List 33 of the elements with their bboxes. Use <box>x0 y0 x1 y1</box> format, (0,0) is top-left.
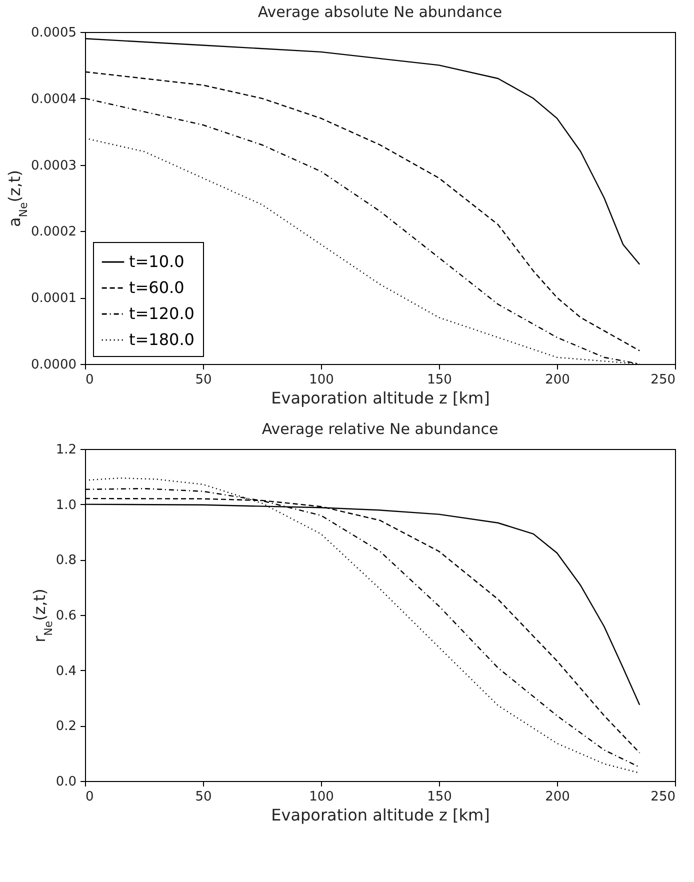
y-tick-label: 1.2 <box>56 442 76 458</box>
y-tick-label: 0.4 <box>56 664 76 679</box>
y-tick-label: 0.0004 <box>31 92 76 107</box>
x-tick-label: 200 <box>545 372 570 388</box>
legend-label: t=60.0 <box>129 278 184 297</box>
chart-title: Average relative Ne abundance <box>262 420 498 438</box>
chart-title: Average absolute Ne abundance <box>258 3 502 21</box>
x-tick-label: 250 <box>650 790 676 804</box>
x-tick-label: 150 <box>427 372 452 388</box>
x-tick-label: 50 <box>195 372 212 388</box>
x-axis-title: Evaporation altitude z [km] <box>271 806 490 824</box>
y-tick-label: 1.0 <box>56 498 76 513</box>
y-tick-label: 0.0001 <box>31 291 76 306</box>
y-tick-label: 0.0002 <box>31 224 76 240</box>
y-tick-label: 0.8 <box>56 553 76 568</box>
legend-label: t=180.0 <box>129 330 194 349</box>
y-tick-label: 0.0000 <box>31 358 76 372</box>
legend-label: t=120.0 <box>129 304 194 323</box>
y-tick-label: 0.0003 <box>31 158 76 174</box>
legend-label: t=10.0 <box>129 252 184 271</box>
x-axis-title: Evaporation altitude z [km] <box>271 388 490 408</box>
x-tick-label: 0 <box>86 372 94 388</box>
x-tick-label: 100 <box>309 372 334 388</box>
y-tick-label: 0.0 <box>56 774 76 790</box>
y-tick-label: 0.0005 <box>31 26 76 40</box>
x-tick-label: 0 <box>86 790 94 804</box>
x-tick-label: 150 <box>427 790 452 804</box>
y-tick-label: 0.2 <box>56 719 76 734</box>
x-tick-label: 250 <box>650 372 676 388</box>
x-tick-label: 50 <box>195 790 212 804</box>
x-tick-label: 200 <box>545 790 570 804</box>
x-tick-label: 100 <box>309 790 334 804</box>
y-tick-label: 0.6 <box>56 608 76 624</box>
